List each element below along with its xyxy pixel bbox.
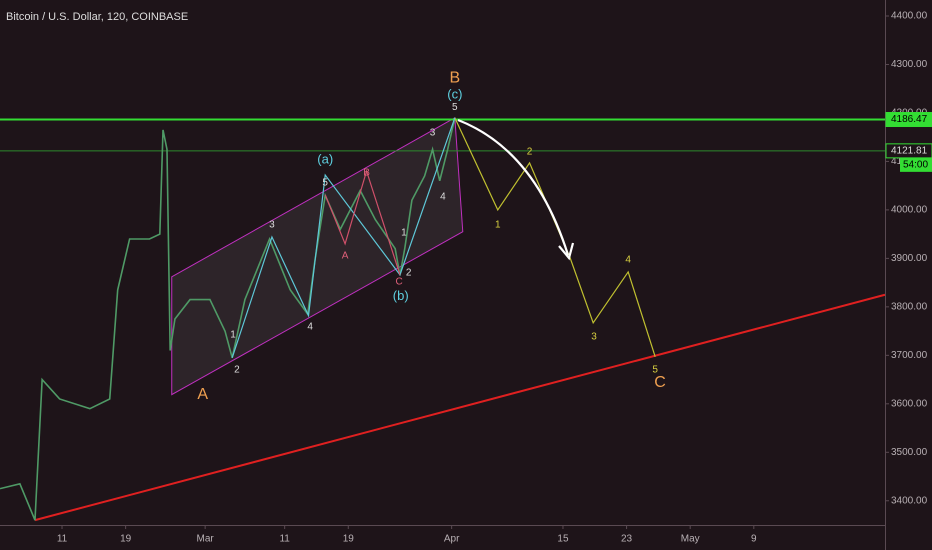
wave-label: 1 — [401, 227, 407, 238]
wave-label: 4 — [440, 191, 446, 202]
wave-label: 2 — [406, 268, 412, 279]
y-tick-label: 3400.00 — [891, 495, 928, 506]
y-tick-label: 3500.00 — [891, 447, 928, 458]
x-tick-label: Mar — [197, 534, 215, 545]
price-line — [231, 117, 456, 358]
wave-label: A — [342, 251, 349, 262]
wave-label: 5 — [652, 365, 658, 376]
wave-label: B — [449, 69, 460, 86]
wave-label: (c) — [447, 86, 462, 101]
price-tag-label: 4186.47 — [891, 114, 928, 125]
y-tick-label: 3600.00 — [891, 398, 928, 409]
y-tick-label: 4300.00 — [891, 59, 928, 70]
wave-channel — [171, 116, 464, 396]
x-tick-label: 19 — [343, 534, 355, 545]
trendline — [34, 293, 886, 522]
wave-label: C — [654, 374, 666, 391]
wave-label: (a) — [317, 151, 333, 166]
price-tag-label: 4121.81 — [891, 145, 928, 156]
price-line — [324, 169, 401, 276]
wave-label: 1 — [230, 330, 236, 341]
y-tick-label: 3700.00 — [891, 350, 928, 361]
x-tick-label: May — [681, 534, 700, 545]
wave-label: C — [396, 276, 403, 287]
x-tick-label: 23 — [621, 534, 633, 545]
wave-label: 1 — [495, 220, 501, 231]
countdown-label: 54:00 — [903, 159, 928, 170]
wave-label: 4 — [625, 254, 631, 265]
y-tick-label: 4400.00 — [891, 11, 928, 22]
wave-label: 2 — [527, 146, 533, 157]
wave-label: 4 — [307, 321, 313, 332]
chart-title: Bitcoin / U.S. Dollar, 120, COINBASE — [6, 11, 188, 23]
wave-label: (b) — [393, 288, 409, 303]
x-tick-label: 11 — [279, 534, 290, 545]
y-tick-label: 4000.00 — [891, 205, 928, 216]
countdown-tag — [900, 157, 932, 172]
x-tick-label: 11 — [57, 534, 68, 545]
x-tick-label: 9 — [751, 534, 757, 545]
wave-label: 2 — [234, 365, 240, 376]
wave-label: 5 — [452, 102, 458, 113]
projection-arrow — [457, 118, 570, 256]
projection-arrowhead — [558, 242, 575, 261]
wave-label: 3 — [269, 220, 275, 231]
wave-label: 3 — [430, 127, 436, 138]
y-tick-label: 3900.00 — [891, 253, 928, 264]
x-tick-label: 19 — [120, 534, 132, 545]
wave-label: 3 — [591, 332, 597, 343]
x-tick-label: 15 — [557, 534, 569, 545]
wave-label: 5 — [322, 177, 328, 188]
wave-label: B — [363, 168, 370, 179]
wave-label: A — [197, 386, 208, 403]
price-tag — [885, 112, 932, 128]
y-tick-label: 3800.00 — [891, 301, 928, 312]
x-tick-label: Apr — [444, 534, 460, 545]
